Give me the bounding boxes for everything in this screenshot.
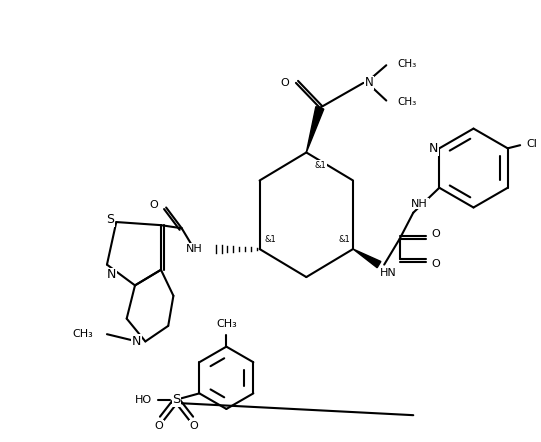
Text: &1: &1 (338, 235, 350, 244)
Text: N: N (107, 268, 116, 282)
Text: HN: HN (380, 268, 397, 278)
Text: N: N (429, 142, 438, 155)
Text: HO: HO (135, 395, 151, 404)
Text: O: O (149, 200, 158, 210)
Text: &1: &1 (315, 161, 326, 170)
Text: O: O (431, 229, 440, 240)
Text: Cl: Cl (526, 139, 537, 149)
Text: CH₃: CH₃ (72, 329, 94, 339)
Text: S: S (173, 393, 181, 406)
Text: CH₃: CH₃ (216, 319, 237, 329)
Text: N: N (365, 76, 373, 89)
Polygon shape (353, 249, 381, 268)
Text: CH₃: CH₃ (398, 97, 417, 107)
Text: O: O (155, 420, 163, 431)
Text: NH: NH (411, 198, 428, 209)
Text: S: S (173, 393, 181, 406)
Text: O: O (280, 78, 289, 88)
Text: O: O (190, 420, 199, 431)
Text: &1: &1 (265, 235, 276, 244)
Text: O: O (431, 259, 440, 269)
Text: S: S (106, 213, 114, 226)
Text: N: N (132, 335, 141, 348)
Text: NH: NH (186, 244, 202, 254)
Text: CH₃: CH₃ (398, 59, 417, 69)
Polygon shape (306, 107, 324, 152)
